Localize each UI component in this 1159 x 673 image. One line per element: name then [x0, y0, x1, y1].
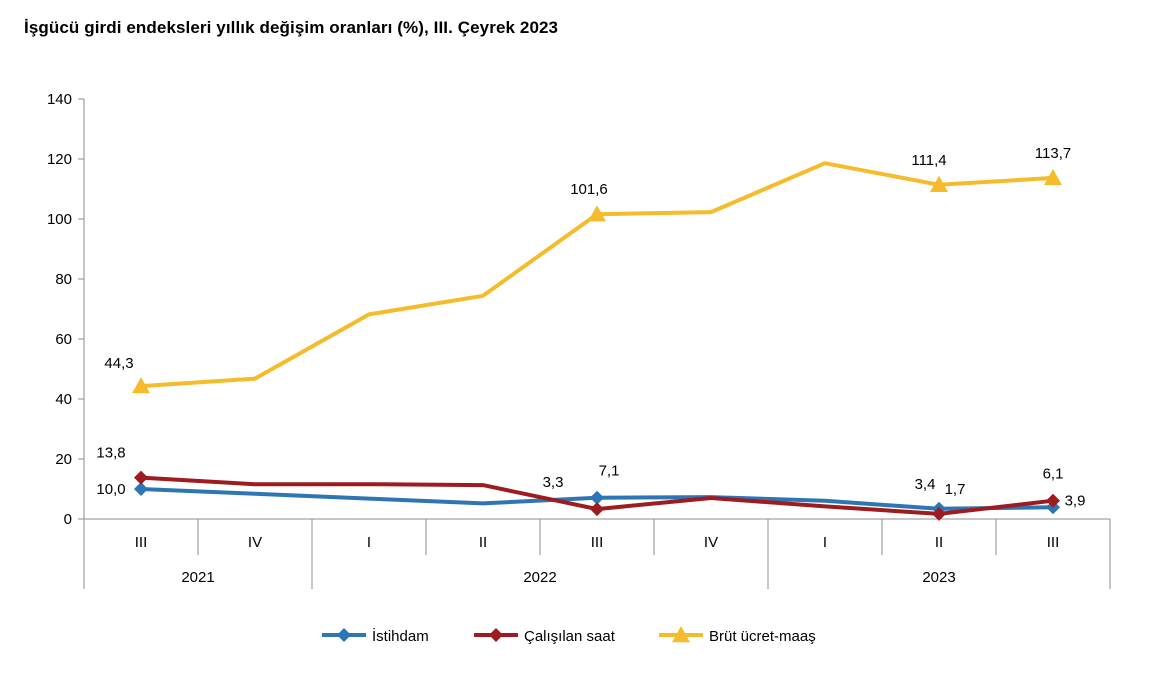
data-label: 44,3 — [104, 355, 133, 372]
data-label: 13,8 — [96, 445, 125, 462]
legend-label: Brüt ücret-maaş — [709, 628, 816, 645]
data-point-marker — [134, 470, 148, 485]
x-tick-label: IV — [248, 534, 262, 551]
data-point-marker — [134, 482, 148, 496]
legend-item: Brüt ücret-maaş — [659, 626, 816, 645]
data-labels: 10,0 7,1 3,4 3,9 13,8 3,3 1,7 6,1 44,3 101,6 111,4… — [96, 145, 1085, 509]
series-2 — [132, 161, 1062, 394]
x-group-label: 2022 — [523, 569, 556, 586]
data-point-marker — [1044, 168, 1062, 186]
legend-item: İstihdam — [322, 627, 429, 645]
series-1 — [134, 470, 1060, 521]
chart-title: İşgücü girdi endeksleri yıllık değişim o… — [24, 18, 559, 37]
legend-item: Çalışılan saat — [474, 628, 616, 645]
x-tick-label: II — [479, 534, 487, 551]
data-point-marker — [1046, 493, 1060, 508]
y-tick-label: 120 — [47, 151, 72, 168]
x-tick-label: III — [1047, 534, 1060, 551]
x-tick-label: III — [591, 534, 604, 551]
y-tick-label: 20 — [55, 451, 72, 468]
data-label: 6,1 — [1043, 466, 1064, 483]
legend-swatch-marker — [337, 628, 351, 642]
y-tick-label: 40 — [55, 391, 72, 408]
series-lines — [132, 161, 1062, 521]
x-tick-label: III — [135, 534, 148, 551]
data-label: 113,7 — [1035, 145, 1071, 162]
data-label: 1,7 — [945, 481, 966, 498]
x-tick-label: I — [367, 534, 371, 551]
legend-label: İstihdam — [372, 627, 429, 645]
data-label: 3,9 — [1065, 492, 1086, 509]
data-point-marker — [590, 502, 604, 517]
x-group-label: 2023 — [922, 569, 955, 586]
legend-swatch-marker — [672, 626, 690, 643]
y-tick-label: 60 — [55, 331, 72, 348]
x-tick-label: IV — [704, 534, 718, 551]
data-point-marker — [932, 506, 946, 521]
data-label: 111,4 — [911, 152, 946, 169]
legend-label: Çalışılan saat — [524, 628, 616, 645]
data-label: 101,6 — [570, 181, 608, 198]
data-point-marker — [590, 490, 604, 505]
y-tick-label: 0 — [64, 511, 72, 528]
legend-swatch-marker — [489, 628, 503, 642]
x-tick-label: I — [823, 534, 827, 551]
data-point-marker — [132, 377, 150, 394]
y-tick-label: 80 — [55, 271, 72, 288]
data-point-marker — [588, 205, 606, 222]
chart-legend: İstihdam Çalışılan saat Brüt ücret-maaş — [322, 626, 816, 645]
data-label: 3,4 — [915, 476, 936, 493]
x-tick-label: II — [935, 534, 943, 551]
data-label: 10,0 — [96, 481, 125, 498]
data-label: 3,3 — [543, 474, 564, 491]
data-label: 7,1 — [599, 463, 620, 480]
y-tick-label: 100 — [47, 211, 72, 228]
data-point-marker — [930, 175, 948, 192]
x-group-label: 2021 — [181, 569, 214, 586]
y-tick-label: 140 — [47, 91, 72, 108]
series-0 — [134, 482, 1060, 516]
